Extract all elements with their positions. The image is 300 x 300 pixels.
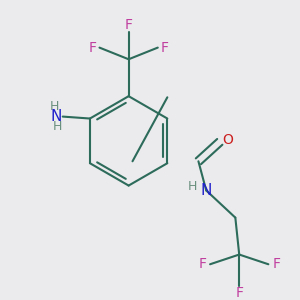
Text: N: N (200, 183, 212, 198)
Text: F: F (124, 18, 133, 32)
Text: H: H (49, 100, 59, 113)
Text: F: F (89, 40, 97, 55)
Text: F: F (272, 257, 280, 271)
Text: F: F (235, 286, 243, 300)
Text: H: H (53, 120, 63, 133)
Text: F: F (160, 40, 169, 55)
Text: O: O (222, 133, 233, 147)
Text: N: N (50, 109, 61, 124)
Text: H: H (188, 180, 197, 193)
Text: F: F (198, 257, 206, 271)
